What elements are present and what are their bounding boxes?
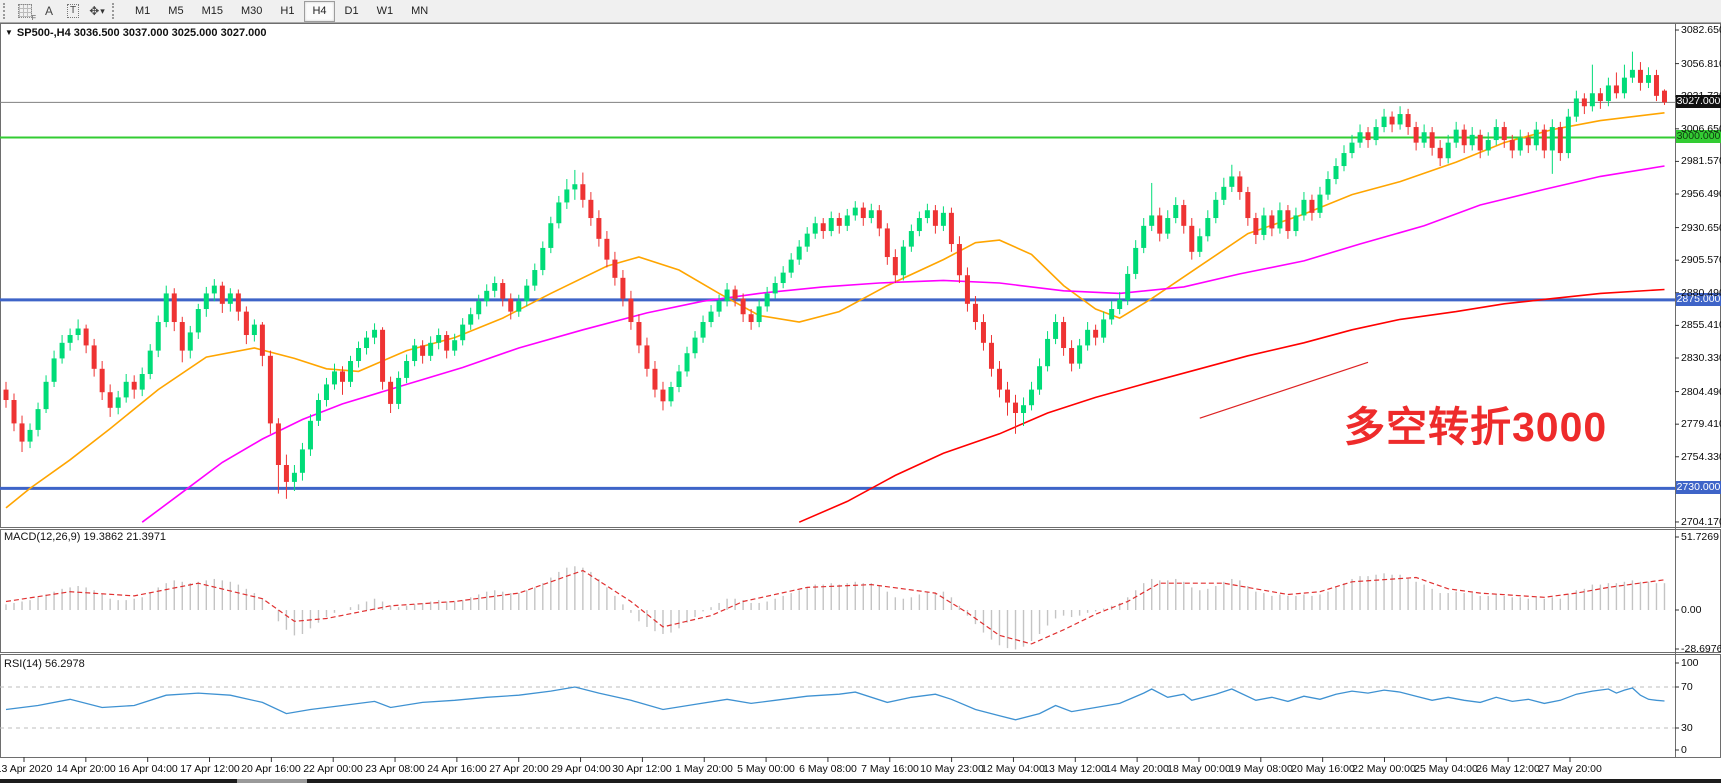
timeframe-d1[interactable]: D1	[344, 5, 359, 17]
x-axis-label: 13 Apr 2020	[0, 763, 53, 775]
x-axis-label: 1 May 20:00	[675, 763, 733, 775]
candlestick-series	[3, 51, 1667, 499]
y-axis-label: 2930.650	[1681, 222, 1721, 234]
y-axis-label: 2956.490	[1681, 188, 1721, 200]
x-axis-label: 27 May 20:00	[1538, 763, 1602, 775]
rsi-axis-label: 100	[1681, 657, 1699, 669]
x-axis-label: 25 May 04:00	[1414, 763, 1478, 775]
letter-t-glyph: T	[66, 4, 80, 18]
macd-indicator-label: MACD(12,26,9) 19.3862 21.3971	[4, 531, 167, 543]
toolbar: F A T ✥ ▾ M1 M5 M15 M30 H1 H4 D1 W1 MN	[0, 0, 1721, 23]
x-axis-label: 20 Apr 16:00	[241, 763, 301, 775]
indicator-grid-icon[interactable]: F	[14, 2, 36, 22]
y-axis-label: 2880.490	[1681, 287, 1721, 299]
timeframe-mn[interactable]: MN	[411, 5, 429, 17]
timeframe-m5[interactable]: M5	[168, 5, 184, 17]
x-axis-label: 10 May 23:00	[920, 763, 984, 775]
y-axis-label: 3031.730	[1681, 90, 1721, 102]
price-tag-3000.000: 3000.000	[1676, 130, 1721, 143]
x-axis-label: 5 May 00:00	[737, 763, 795, 775]
x-axis-label: 13 May 12:00	[1043, 763, 1107, 775]
chart-annotation-text: 多空转折3000	[1344, 404, 1608, 450]
ma-fast-orange	[5, 112, 1665, 509]
timeframe-w1[interactable]: W1	[376, 5, 394, 17]
timeframe-m1[interactable]: M1	[135, 5, 151, 17]
rsi-pane	[0, 686, 1675, 729]
rsi-axis-label: 70	[1681, 681, 1693, 693]
rsi-line	[5, 686, 1665, 721]
x-axis-label: 6 May 08:00	[799, 763, 857, 775]
symbol-collapse-icon[interactable]: ▼	[5, 28, 13, 37]
x-axis-label: 30 Apr 12:00	[612, 763, 672, 775]
x-axis-label: 20 May 16:00	[1291, 763, 1355, 775]
trendline[interactable]	[1199, 361, 1369, 419]
x-axis-label: 18 May 00:00	[1167, 763, 1231, 775]
y-axis-label: 2704.170	[1681, 516, 1721, 528]
x-axis-label: 24 Apr 16:00	[427, 763, 487, 775]
y-axis-label: 2779.410	[1681, 418, 1721, 430]
y-axis-label: 3006.650	[1681, 123, 1721, 135]
ma-mid-magenta	[141, 165, 1665, 523]
y-axis-label: 3056.810	[1681, 58, 1721, 70]
y-axis	[1675, 29, 1679, 751]
price-tag-2730.000: 2730.000	[1676, 481, 1721, 494]
x-axis-label: 14 Apr 20:00	[56, 763, 116, 775]
rsi-axis-label: 0	[1681, 744, 1687, 756]
rsi-indicator-label: RSI(14) 56.2978	[4, 658, 85, 670]
y-axis-label: 2804.490	[1681, 386, 1721, 398]
x-axis	[23, 757, 1571, 762]
arrows-glyph: ✥	[89, 4, 100, 18]
timeframe-h1[interactable]: H1	[280, 5, 295, 17]
macd-axis-label: 51.7269	[1681, 531, 1719, 543]
x-axis-label: 17 Apr 12:00	[180, 763, 240, 775]
text-box-icon[interactable]: T	[62, 2, 84, 21]
price-level-lines	[0, 101, 1675, 490]
x-axis-label: 14 May 20:00	[1105, 763, 1169, 775]
chevron-down-icon[interactable]: ▾	[100, 5, 105, 16]
symbol-ohlc-text: SP500-,H4 3036.500 3037.000 3025.000 302…	[16, 27, 267, 39]
macd-histogram	[5, 566, 1666, 650]
grid-glyph	[18, 4, 32, 18]
x-axis-label: 7 May 16:00	[861, 763, 919, 775]
scrollbar-thumb[interactable]	[237, 779, 307, 783]
x-axis-label: 23 Apr 08:00	[365, 763, 425, 775]
rsi-axis-label: 30	[1681, 722, 1693, 734]
y-axis-label: 2754.330	[1681, 451, 1721, 463]
grid-sub-label: F	[31, 14, 36, 22]
x-axis-label: 19 May 08:00	[1229, 763, 1293, 775]
timeframe-m15[interactable]: M15	[201, 5, 223, 17]
text-label-icon[interactable]: A	[38, 2, 60, 21]
y-axis-label: 2830.330	[1681, 352, 1721, 364]
macd-axis-label: 0.00	[1681, 604, 1702, 616]
x-axis-label: 26 May 12:00	[1476, 763, 1540, 775]
x-axis-label: 29 Apr 04:00	[551, 763, 611, 775]
y-axis-label: 3082.650	[1681, 24, 1721, 36]
x-axis-label: 22 May 00:00	[1352, 763, 1416, 775]
toolbar-drag-handle[interactable]	[3, 3, 10, 19]
x-axis-label: 27 Apr 20:00	[489, 763, 549, 775]
symbol-ohlc-line: ▼ SP500-,H4 3036.500 3037.000 3025.000 30…	[5, 27, 266, 39]
cursor-arrows-icon[interactable]: ✥ ▾	[86, 2, 108, 21]
macd-axis-label: -28.6976	[1681, 643, 1721, 655]
x-axis-label: 22 Apr 00:00	[303, 763, 363, 775]
ma-slow-red	[798, 288, 1665, 523]
x-axis-label: 16 Apr 04:00	[118, 763, 178, 775]
x-axis-label: 12 May 04:00	[981, 763, 1045, 775]
y-axis-label: 2855.410	[1681, 319, 1721, 331]
y-axis-label: 2981.570	[1681, 155, 1721, 167]
letter-a-glyph: A	[44, 4, 53, 18]
horizontal-scrollbar	[0, 779, 1721, 783]
price-tag-2875.000: 2875.000	[1676, 293, 1721, 306]
timeframe-h4[interactable]: H4	[304, 0, 335, 22]
timeframe-m30[interactable]: M30	[240, 5, 263, 17]
price-tag-3027.000: 3027.000	[1676, 95, 1721, 108]
toolbar-drag-handle[interactable]	[112, 3, 119, 19]
y-axis-label: 2905.570	[1681, 254, 1721, 266]
timeframe-group: M1 M5 M15 M30 H1 H4 D1 W1 MN	[126, 0, 437, 22]
